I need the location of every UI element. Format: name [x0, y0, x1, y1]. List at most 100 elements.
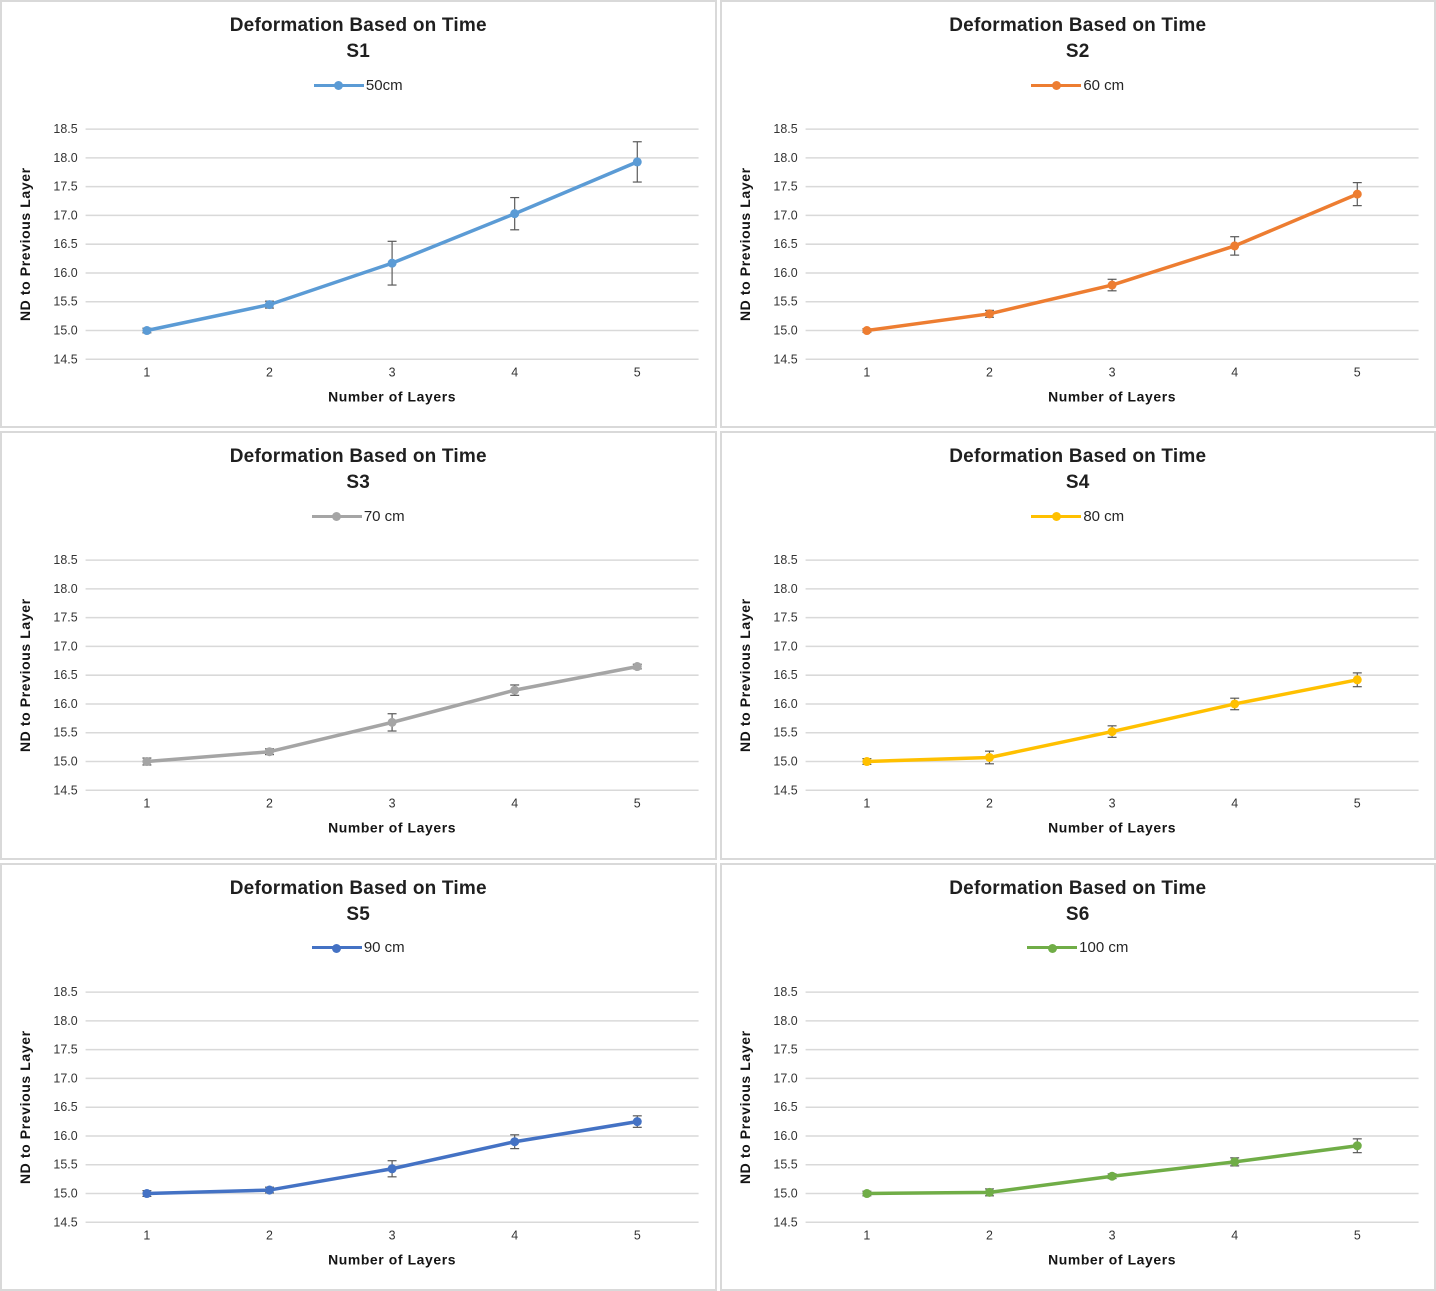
- svg-text:14.5: 14.5: [773, 352, 797, 366]
- svg-text:4: 4: [511, 1228, 518, 1242]
- svg-text:5: 5: [1353, 1228, 1360, 1242]
- svg-text:16.5: 16.5: [773, 237, 797, 251]
- legend-line-marker-icon: [1031, 511, 1082, 522]
- svg-text:ND to Previous Layer: ND to Previous Layer: [736, 167, 752, 321]
- svg-text:17.0: 17.0: [773, 640, 797, 654]
- svg-text:4: 4: [1231, 365, 1238, 379]
- chart-panel-s6: 14.5 15.0 15.5 16.0 16.5 17.0 17.5 18.0 18.5 1 2 3 4…: [719, 862, 1436, 1291]
- legend: 60 cm: [722, 76, 1435, 94]
- svg-text:17.0: 17.0: [773, 208, 797, 222]
- svg-text:17.5: 17.5: [53, 1042, 77, 1056]
- svg-text:ND to Previous Layer: ND to Previous Layer: [17, 1030, 33, 1184]
- svg-text:16.5: 16.5: [773, 668, 797, 682]
- svg-text:15.5: 15.5: [53, 295, 77, 309]
- svg-text:18.0: 18.0: [53, 582, 77, 596]
- svg-text:4: 4: [1231, 1228, 1238, 1242]
- svg-text:1: 1: [143, 365, 150, 379]
- plot-area-s4: 14.5 15.0 15.5 16.0 16.5 17.0 17.5 18.0 18.5 1 2 3 4…: [736, 553, 1419, 836]
- legend-line-marker-icon: [1031, 80, 1082, 90]
- svg-text:14.5: 14.5: [53, 784, 77, 798]
- legend-label: 60 cm: [1083, 76, 1125, 94]
- svg-text:17.0: 17.0: [53, 208, 77, 222]
- legend: 90 cm: [2, 939, 715, 957]
- chart-panel-s3: 14.5 15.0 15.5 16.0 16.5 17.0 17.5 18.0 18.5 1 2 3 4…: [0, 431, 717, 860]
- legend-label: 100 cm: [1079, 939, 1129, 957]
- svg-text:5: 5: [634, 797, 641, 811]
- svg-text:4: 4: [511, 365, 518, 379]
- svg-text:15.5: 15.5: [773, 295, 797, 309]
- svg-text:18.0: 18.0: [773, 151, 797, 165]
- svg-text:Number of Layers: Number of Layers: [328, 1251, 456, 1267]
- svg-text:17.5: 17.5: [53, 180, 77, 194]
- legend: 80 cm: [722, 508, 1435, 525]
- chart-panel-s5: 14.5 15.0 15.5 16.0 16.5 17.0 17.5 18.0 18.5 1 2 3 4…: [0, 862, 717, 1291]
- svg-text:17.0: 17.0: [53, 640, 77, 654]
- svg-text:17.0: 17.0: [53, 1071, 77, 1085]
- chart-subtitle: S1: [346, 41, 371, 62]
- svg-text:ND to Previous Layer: ND to Previous Layer: [736, 1030, 752, 1184]
- legend-line-marker-icon: [1027, 943, 1078, 953]
- svg-text:15.5: 15.5: [53, 726, 77, 740]
- svg-text:18.0: 18.0: [773, 582, 797, 596]
- legend-label: 50cm: [365, 76, 403, 94]
- svg-text:4: 4: [511, 797, 518, 811]
- svg-text:5: 5: [634, 365, 641, 379]
- svg-text:17.5: 17.5: [773, 180, 797, 194]
- svg-text:16.0: 16.0: [773, 1129, 797, 1143]
- legend-label: 90 cm: [363, 939, 405, 957]
- chart-title: Deformation Based on Time: [229, 15, 487, 36]
- legend-line-marker-icon: [311, 511, 362, 522]
- chart-title: Deformation Based on Time: [229, 446, 487, 468]
- chart-panel-s4: 14.5 15.0 15.5 16.0 16.5 17.0 17.5 18.0 18.5 1 2 3 4…: [719, 431, 1436, 860]
- svg-text:1: 1: [863, 365, 870, 379]
- svg-text:ND to Previous Layer: ND to Previous Layer: [736, 599, 752, 753]
- svg-text:15.0: 15.0: [773, 1186, 797, 1200]
- chart-title: Deformation Based on Time: [229, 877, 487, 899]
- legend-line-marker-icon: [311, 943, 362, 953]
- svg-text:14.5: 14.5: [53, 352, 77, 366]
- svg-text:16.5: 16.5: [773, 1100, 797, 1114]
- svg-text:15.5: 15.5: [773, 1157, 797, 1171]
- svg-text:Number of Layers: Number of Layers: [328, 388, 456, 404]
- plot-area-s2: 14.5 15.0 15.5 16.0 16.5 17.0 17.5 18.0 18.5 1 2 3 4…: [736, 122, 1419, 404]
- svg-text:17.5: 17.5: [773, 611, 797, 625]
- svg-text:18.5: 18.5: [53, 985, 77, 999]
- legend: 70 cm: [2, 507, 715, 525]
- svg-text:18.5: 18.5: [53, 553, 77, 567]
- svg-text:16.0: 16.0: [773, 266, 797, 280]
- svg-text:2: 2: [986, 365, 993, 379]
- svg-text:1: 1: [863, 1228, 870, 1242]
- svg-text:Number of Layers: Number of Layers: [1048, 820, 1176, 836]
- plot-area-s5: 14.5 15.0 15.5 16.0 16.5 17.0 17.5 18.0 18.5 1 2 3 4…: [17, 985, 699, 1267]
- svg-text:17.0: 17.0: [773, 1071, 797, 1085]
- chart-panel-s1: 14.5 15.0 15.5 16.0 16.5 17.0 17.5 18.0 18.5 1 2 3 4…: [0, 0, 717, 429]
- svg-text:15.0: 15.0: [773, 323, 797, 337]
- svg-text:2: 2: [266, 797, 273, 811]
- svg-text:15.5: 15.5: [53, 1157, 77, 1171]
- plot-area-s1: 14.5 15.0 15.5 16.0 16.5 17.0 17.5 18.0 18.5 1 2 3 4…: [17, 122, 699, 404]
- svg-text:ND to Previous Layer: ND to Previous Layer: [17, 167, 33, 321]
- svg-text:15.0: 15.0: [773, 755, 797, 769]
- chart-subtitle: S3: [346, 472, 371, 494]
- svg-text:4: 4: [1231, 797, 1238, 811]
- svg-text:18.5: 18.5: [773, 553, 797, 567]
- legend-label: 70 cm: [363, 507, 405, 525]
- svg-text:18.5: 18.5: [773, 122, 797, 136]
- svg-text:18.0: 18.0: [53, 151, 77, 165]
- svg-text:16.0: 16.0: [53, 266, 77, 280]
- svg-text:15.0: 15.0: [53, 755, 77, 769]
- legend: 100 cm: [722, 939, 1435, 957]
- plot-area-s3: 14.5 15.0 15.5 16.0 16.5 17.0 17.5 18.0 18.5 1 2 3 4…: [17, 553, 699, 836]
- plot-area-s6: 14.5 15.0 15.5 16.0 16.5 17.0 17.5 18.0 18.5 1 2 3 4…: [736, 985, 1419, 1267]
- legend-line-marker-icon: [313, 80, 364, 90]
- svg-text:3: 3: [389, 365, 396, 379]
- svg-text:ND to Previous Layer: ND to Previous Layer: [17, 599, 33, 753]
- legend: 50cm: [2, 76, 715, 94]
- svg-text:14.5: 14.5: [773, 784, 797, 798]
- svg-text:Number of Layers: Number of Layers: [1048, 388, 1176, 404]
- svg-text:18.5: 18.5: [773, 985, 797, 999]
- svg-text:5: 5: [634, 1228, 641, 1242]
- svg-text:Number of Layers: Number of Layers: [328, 820, 456, 836]
- svg-text:16.5: 16.5: [53, 237, 77, 251]
